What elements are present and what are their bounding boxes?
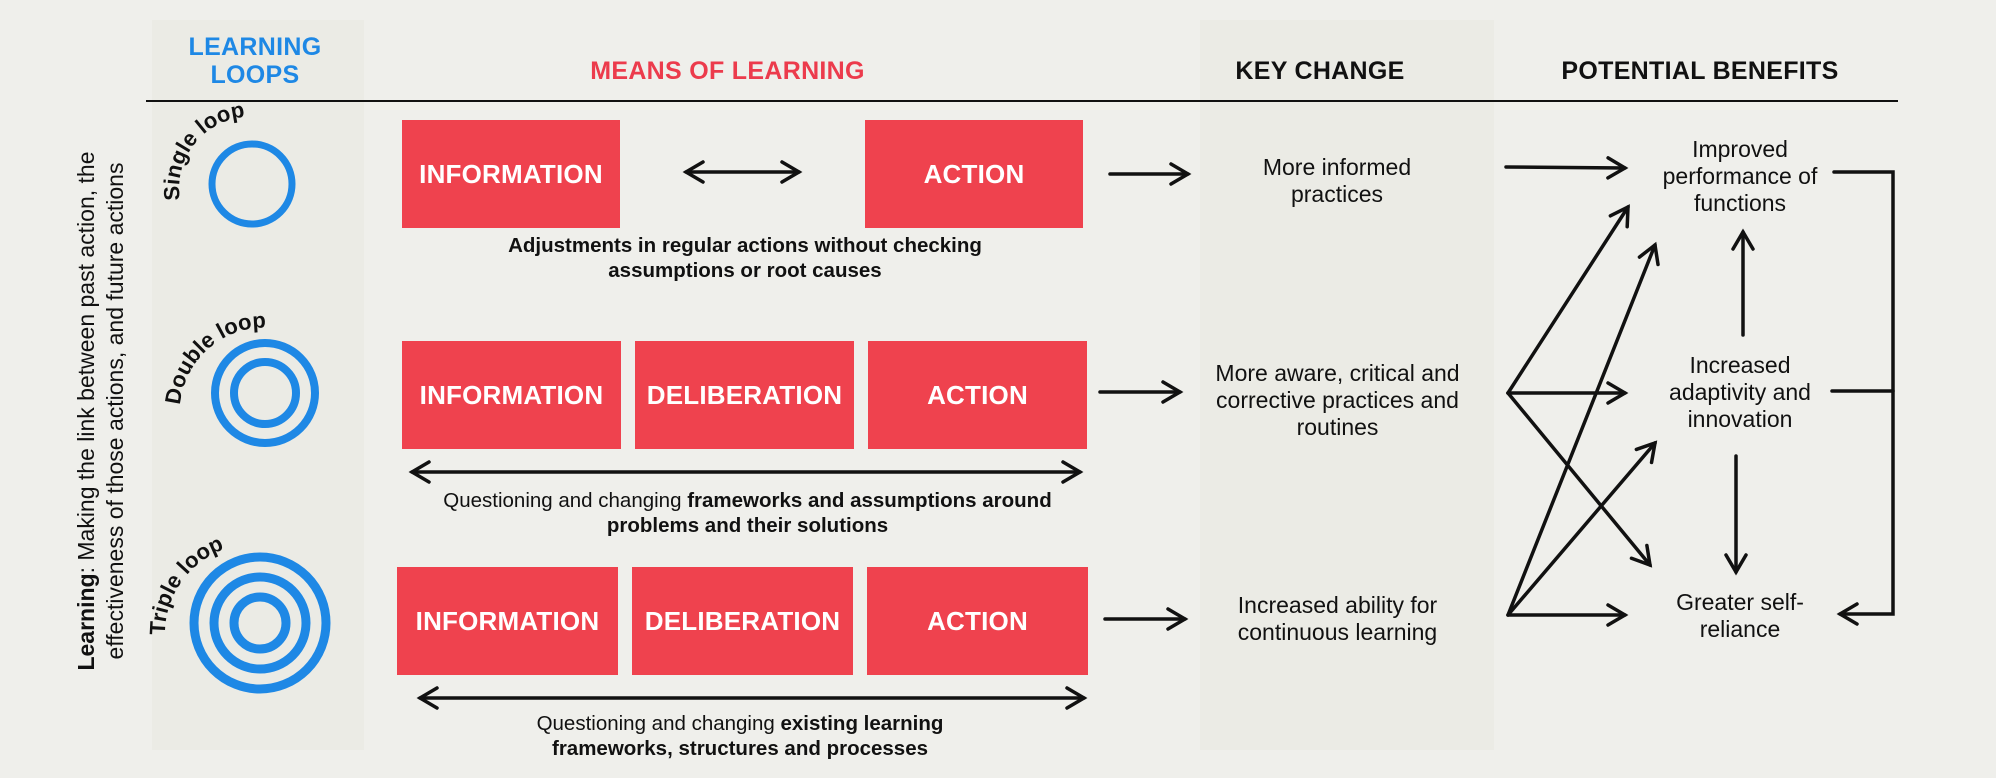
triple-information-box: INFORMATION (397, 567, 618, 675)
single-information-box: INFORMATION (402, 120, 620, 228)
single-caption: Adjustments in regular actions without c… (470, 233, 1020, 283)
triple-action-box: ACTION (867, 567, 1088, 675)
key-change-double: More aware, critical and corrective prac… (1215, 360, 1460, 440)
key-change-triple: Increased ability for continuous learnin… (1237, 592, 1438, 645)
single-loop-icon (208, 140, 296, 228)
key-change-panel (1200, 20, 1494, 750)
header-key-change: KEY CHANGE (1235, 57, 1405, 85)
double-to-performance-arrow (1506, 204, 1630, 395)
triple-caption-normal: Questioning and changing (536, 712, 775, 735)
benefit-increased-adaptivity: Increased adaptivity and innovation (1669, 352, 1811, 432)
single-action-box: ACTION (865, 120, 1083, 228)
double-information-box: INFORMATION (402, 341, 621, 449)
triple-to-adaptivity-arrow (1506, 440, 1658, 617)
double-caption-bold: frameworks and assumptions around proble… (606, 489, 1052, 537)
double-caption-normal: Questioning and changing (443, 489, 682, 512)
header-potential-benefits: POTENTIAL BENEFITS (1561, 57, 1839, 85)
single-caption-bold: Adjustments in regular actions without c… (508, 234, 982, 282)
double-loop-icon (211, 339, 319, 447)
key-change-single: More informed practices (1262, 154, 1412, 207)
double-action-box: ACTION (868, 341, 1087, 449)
feedback-bracket (1832, 170, 1895, 626)
single-to-performance-arrow (1504, 156, 1629, 180)
triple-loop-icon (189, 552, 331, 694)
double-to-self-reliance-arrow (1506, 391, 1653, 568)
triple-deliberation-box: DELIBERATION (632, 567, 853, 675)
benefit-improved-performance: Improved performance of functions (1662, 136, 1818, 216)
triple-caption: Questioning and changing existing learni… (495, 711, 985, 761)
triple-to-performance-arrow (1506, 241, 1660, 617)
header-means-of-learning: MEANS OF LEARNING (590, 57, 865, 85)
triple-caption-bold: existing learning frameworks, structures… (552, 712, 944, 760)
header-rule (146, 100, 1898, 102)
double-deliberation-box: DELIBERATION (635, 341, 854, 449)
double-caption: Questioning and changing frameworks and … (400, 488, 1095, 538)
header-learning-loops: LEARNING LOOPS (188, 33, 322, 89)
benefit-greater-self-reliance: Greater self-reliance (1676, 589, 1804, 642)
